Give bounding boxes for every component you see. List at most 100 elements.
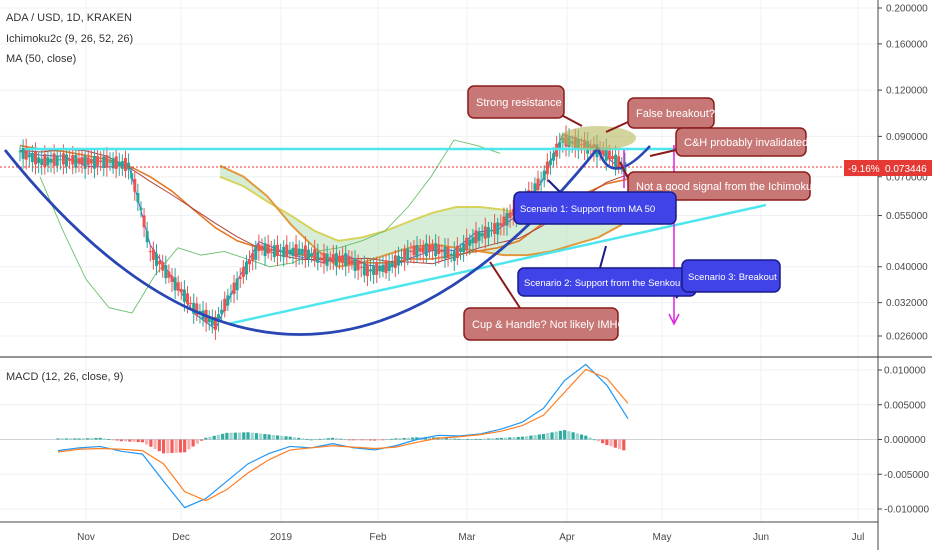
candle-body bbox=[120, 161, 124, 169]
macd-histogram-bar bbox=[233, 432, 237, 440]
macd-histogram-bar bbox=[199, 439, 204, 441]
candle-body bbox=[260, 245, 264, 251]
macd-histogram-bar bbox=[280, 435, 284, 440]
x-tick-label: Dec bbox=[172, 532, 190, 543]
macd-histogram-bar bbox=[546, 433, 550, 440]
macd-histogram-bar bbox=[157, 439, 161, 452]
x-tick-label: Feb bbox=[369, 532, 387, 543]
candle-body bbox=[468, 239, 472, 246]
macd-y-tick-label: -0.005000 bbox=[884, 470, 929, 481]
macd-histogram-bar bbox=[56, 438, 60, 440]
candle-body bbox=[133, 178, 137, 192]
candle-body bbox=[552, 153, 556, 161]
y-tick-label: 0.200000 bbox=[886, 4, 928, 15]
macd-histogram-bar bbox=[212, 435, 216, 440]
macd-histogram-bar bbox=[301, 438, 305, 440]
macd-histogram-bar bbox=[64, 438, 69, 440]
svg-text:False breakout?: False breakout? bbox=[636, 108, 715, 120]
note-cup-handle[interactable]: Cup & Handle? Not likely IMHO bbox=[463, 307, 627, 341]
macd-histogram-bar bbox=[115, 439, 119, 441]
macd-histogram-bar bbox=[415, 437, 419, 440]
macd-histogram-bar bbox=[221, 433, 225, 440]
candle-body bbox=[344, 253, 348, 267]
candle-body bbox=[46, 157, 50, 166]
candle-body bbox=[542, 170, 546, 181]
macd-histogram-bar bbox=[292, 437, 297, 440]
annotations[interactable]: Strong resistance False breakout? C&H pr… bbox=[463, 85, 812, 341]
x-tick-label: Jun bbox=[753, 532, 769, 543]
candle-body bbox=[92, 155, 96, 169]
note-strong-resistance[interactable]: Strong resistance bbox=[467, 85, 565, 119]
candle-body bbox=[111, 158, 115, 169]
candle-body bbox=[80, 157, 84, 165]
macd-histogram-bar bbox=[309, 439, 313, 441]
candle-body bbox=[313, 249, 317, 262]
macd-histogram-bar bbox=[512, 437, 516, 440]
macd-histogram-bar bbox=[191, 439, 195, 447]
macd-histogram-bar bbox=[145, 439, 149, 445]
svg-text:Cup & Handle? Not likely IMHO: Cup & Handle? Not likely IMHO bbox=[472, 319, 627, 331]
candle-body bbox=[610, 156, 614, 159]
candle-body bbox=[161, 262, 165, 271]
candle-body bbox=[282, 246, 286, 258]
note-ch-invalidated[interactable]: C&H probably invalidated bbox=[675, 127, 808, 157]
macd-histogram-bar bbox=[457, 438, 461, 440]
y-tick-label: 0.090000 bbox=[886, 132, 928, 143]
x-tick-label: Apr bbox=[559, 532, 575, 543]
macd-histogram-bar bbox=[178, 439, 183, 453]
candle-body bbox=[232, 282, 236, 295]
macd-histogram-bar bbox=[558, 430, 563, 440]
symbol-label: ADA / USD, 1D, KRAKEN bbox=[6, 12, 132, 24]
drawings[interactable] bbox=[0, 109, 878, 336]
candle-body bbox=[365, 264, 369, 277]
note-false-breakout[interactable]: False breakout? bbox=[627, 97, 715, 129]
candle-body bbox=[533, 183, 537, 195]
macd-pane[interactable] bbox=[0, 363, 878, 509]
candle-body bbox=[539, 180, 543, 183]
macd-histogram-bar bbox=[242, 432, 246, 440]
candle-body bbox=[151, 249, 155, 260]
note-scenario-3[interactable]: Scenario 3: Breakout bbox=[681, 259, 781, 293]
svg-text:C&H probably invalidated: C&H probably invalidated bbox=[684, 137, 808, 149]
candle-body bbox=[449, 253, 453, 255]
candle-body bbox=[319, 257, 323, 259]
candle-body bbox=[483, 226, 487, 239]
candle-body bbox=[378, 266, 382, 272]
candle-body bbox=[269, 248, 273, 251]
candle-body bbox=[462, 243, 466, 253]
candle-body bbox=[244, 261, 248, 275]
candle-body bbox=[192, 302, 196, 314]
candle-body bbox=[127, 162, 131, 170]
candle-body bbox=[440, 249, 444, 252]
macd-histogram-bar bbox=[237, 432, 242, 440]
macd-histogram-bar bbox=[389, 438, 394, 440]
candle-body bbox=[412, 245, 416, 256]
macd-histogram-bar bbox=[225, 432, 229, 440]
x-tick-label: May bbox=[653, 532, 672, 543]
candle-body bbox=[34, 151, 38, 165]
macd-histogram-bar bbox=[246, 432, 250, 440]
candle-body bbox=[409, 250, 413, 253]
candle-body bbox=[105, 155, 109, 167]
macd-histogram-bar bbox=[508, 437, 512, 440]
macd-y-tick-label: 0.000000 bbox=[884, 435, 926, 446]
support-trendline bbox=[227, 203, 767, 326]
y-tick-label: 0.120000 bbox=[886, 86, 928, 97]
candle-body bbox=[496, 222, 500, 235]
macd-histogram-bar bbox=[170, 439, 174, 453]
macd-histogram-bar bbox=[229, 432, 233, 440]
note-scenario-2[interactable]: Scenario 2: Support from the Senkou span… bbox=[517, 267, 709, 297]
candle-body bbox=[24, 147, 28, 160]
candle-body bbox=[601, 149, 605, 155]
macd-y-tick-label: 0.005000 bbox=[884, 400, 926, 411]
macd-histogram-bar bbox=[440, 437, 444, 440]
candle-body bbox=[254, 246, 258, 260]
macd-histogram-bar bbox=[73, 438, 77, 440]
candle-body bbox=[465, 237, 469, 251]
ichimoku-label: Ichimoku2c (9, 26, 52, 26) bbox=[6, 33, 133, 45]
pointer-scenario-1 bbox=[547, 179, 561, 193]
macd-histogram-bar bbox=[465, 438, 470, 440]
pointer-scenario-2 bbox=[599, 245, 607, 269]
note-scenario-1[interactable]: Scenario 1: Support from MA 50 bbox=[513, 191, 677, 225]
